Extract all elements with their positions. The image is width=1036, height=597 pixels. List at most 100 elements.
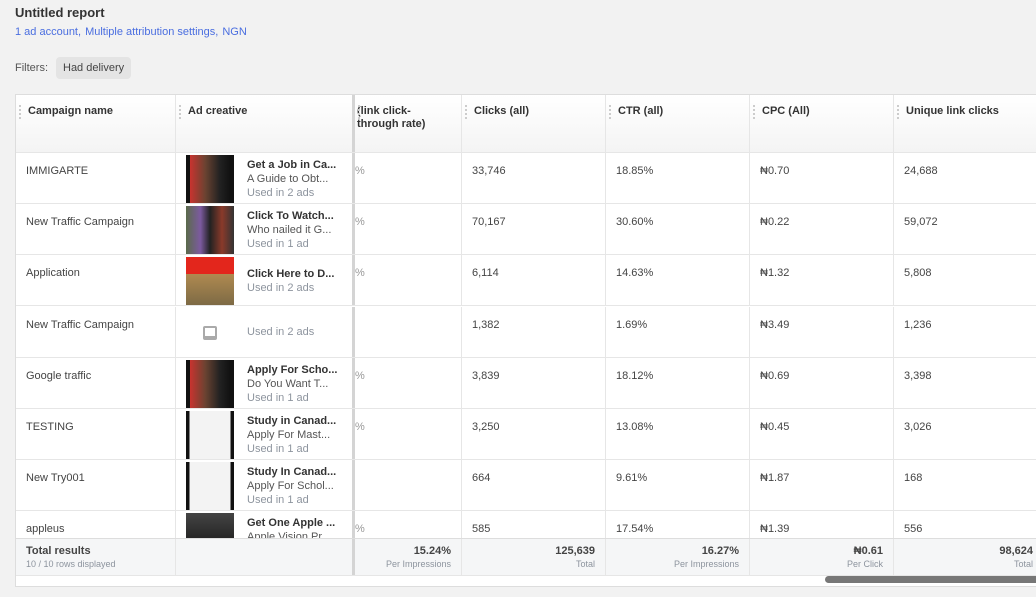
clicks-value: 1,382 (462, 306, 606, 357)
total-unique-label: Total (1013, 559, 1033, 569)
link-ctr-value: % (355, 523, 365, 536)
unique-link-clicks-value: 24,688 (894, 153, 1036, 203)
campaign-name[interactable]: appleus (16, 511, 176, 562)
campaign-name[interactable]: Google traffic (16, 357, 176, 408)
creative-description: A Guide to Obt... (247, 173, 329, 185)
creative-usage: Used in 2 ads (247, 282, 315, 295)
campaign-name[interactable]: IMMIGARTE (16, 153, 176, 203)
link-ctr-cell (355, 306, 462, 357)
creative-headline[interactable]: Get a Job in Ca... (247, 159, 337, 171)
table-row[interactable]: IMMIGARTE Get a Job in Ca... A Guide to O… (16, 153, 1036, 204)
total-clicks: 125,639 (555, 545, 595, 557)
cpc-value: ₦1.32 (750, 255, 894, 306)
unique-link-clicks-value: 168 (894, 460, 1036, 510)
link-ctr-value: % (355, 165, 365, 177)
campaign-name[interactable]: New Try001 (16, 460, 176, 511)
creative-headline[interactable]: Study in Canad... (247, 415, 337, 427)
link-ctr-cell: % (355, 204, 462, 255)
creative-thumbnail[interactable] (186, 206, 234, 255)
campaign-name[interactable]: TESTING (16, 409, 176, 459)
creative-headline[interactable]: Get One Apple ... (247, 517, 336, 530)
clicks-value: 664 (462, 460, 606, 511)
filters-label: Filters: (15, 62, 48, 74)
report-table: Campaign name Ad creative (link click- t… (15, 94, 1036, 587)
creative-headline[interactable]: Study In Canad... (247, 466, 337, 479)
creative-thumbnail[interactable] (186, 462, 234, 511)
unique-link-clicks-value: 1,236 (894, 307, 1036, 357)
table-row[interactable]: New Traffic Campaign Used in 2 ads 1,382… (16, 306, 1036, 358)
cpc-value: ₦0.69 (750, 357, 894, 408)
horizontal-scrollbar[interactable] (825, 576, 1036, 583)
creative-headline[interactable]: Click To Watch... (247, 210, 334, 223)
campaign-name[interactable]: New Traffic Campaign (16, 306, 176, 357)
column-header-clicks[interactable]: Clicks (all) (462, 95, 606, 152)
unique-link-clicks-value: 5,808 (894, 255, 1036, 305)
report-meta: 1 ad account, Multiple attribution settin… (15, 26, 251, 38)
unique-link-clicks-value: 3,398 (894, 358, 1036, 408)
creative-thumbnail[interactable] (186, 257, 234, 306)
total-unique: 98,624 (999, 545, 1033, 557)
cpc-value: ₦1.87 (750, 460, 894, 511)
clicks-value: 33,746 (462, 153, 606, 203)
cpc-value: ₦3.49 (750, 306, 894, 357)
table-row[interactable]: Application Click Here to D... Used in 2 … (16, 255, 1036, 307)
column-header-cpc[interactable]: CPC (All) (750, 95, 894, 152)
total-ctr-label: Per Impressions (673, 559, 739, 569)
rows-displayed: 10 / 10 rows displayed (26, 559, 116, 569)
filters-bar: Filters: Had delivery (15, 57, 132, 79)
report-title: Untitled report (15, 5, 105, 20)
creative-thumbnail[interactable] (186, 359, 234, 408)
table-row[interactable]: New Traffic Campaign Click To Watch... Wh… (16, 204, 1036, 256)
total-ctr: 16.27% (701, 545, 739, 557)
link-ctr-cell: % (355, 511, 462, 562)
ad-creative-cell: Apply For Scho... Do You Want T... Used in… (176, 357, 355, 408)
column-header-ctr[interactable]: CTR (all) (606, 95, 750, 152)
table-row[interactable]: Google traffic Apply For Scho... Do You W… (16, 357, 1036, 409)
creative-usage: Used in 1 ad (247, 443, 309, 455)
creative-headline[interactable]: Apply For Scho... (247, 363, 338, 376)
ctr-value: 13.08% (606, 409, 750, 459)
creative-usage: Used in 1 ad (247, 238, 309, 251)
campaign-name[interactable]: New Traffic Campaign (16, 204, 176, 255)
unique-link-clicks-value: 556 (894, 511, 1036, 561)
ctr-value: 9.61% (606, 460, 750, 511)
link-ctr-cell: % (355, 409, 462, 459)
ctr-value: 18.12% (606, 357, 750, 408)
column-header-unique-link-clicks[interactable]: Unique link clicks (894, 95, 1036, 152)
creative-thumbnail[interactable] (186, 411, 234, 459)
clicks-value: 6,114 (462, 255, 606, 306)
total-link-ctr-label: Per Impressions (385, 559, 451, 569)
unique-link-clicks-value: 59,072 (894, 204, 1036, 254)
meta-currency[interactable]: NGN (222, 26, 247, 38)
column-header-campaign-name[interactable]: Campaign name (16, 95, 176, 152)
total-link-ctr: 15.24% (413, 545, 451, 557)
campaign-name[interactable]: Application (16, 255, 176, 306)
ad-creative-cell: Click Here to D... Used in 2 ads (176, 255, 355, 306)
meta-attribution[interactable]: Multiple attribution settings, (85, 26, 219, 38)
creative-usage: Used in 1 ad (247, 391, 309, 404)
link-ctr-cell (355, 460, 462, 511)
link-ctr-value: % (355, 267, 365, 280)
table-row[interactable]: New Try001 Study In Canad... Apply For Sc… (16, 460, 1036, 512)
totals-row: Total results 10 / 10 rows displayed 15.2… (16, 538, 1036, 576)
filter-chip-had-delivery[interactable]: Had delivery (56, 57, 132, 79)
ctr-value: 18.85% (606, 153, 750, 203)
column-header-ad-creative[interactable]: Ad creative (176, 95, 355, 152)
creative-description: Apply For Schol... (247, 480, 334, 493)
link-ctr-cell: % (355, 357, 462, 408)
clicks-value: 585 (462, 511, 606, 562)
ad-creative-cell: Get a Job in Ca... A Guide to Obt... Used … (176, 153, 355, 203)
clicks-value: 3,839 (462, 357, 606, 408)
creative-headline[interactable]: Click Here to D... (247, 268, 335, 281)
creative-usage: Used in 2 ads (247, 187, 315, 199)
clicks-value: 3,250 (462, 409, 606, 459)
link-ctr-value: % (355, 369, 365, 382)
total-cpc-label: Per Click (846, 559, 883, 569)
ad-creative-cell: Study in Canad... Apply For Mast... Used i… (176, 409, 355, 459)
meta-ad-account[interactable]: 1 ad account, (15, 26, 82, 38)
table-row[interactable]: TESTING Study in Canad... Apply For Mast.… (16, 409, 1036, 460)
link-ctr-cell: % (355, 255, 462, 306)
column-header-link-ctr[interactable]: (link click- through rate) (355, 95, 462, 152)
creative-thumbnail[interactable] (186, 155, 234, 203)
ad-creative-cell: Study In Canad... Apply For Schol... Used … (176, 460, 355, 511)
